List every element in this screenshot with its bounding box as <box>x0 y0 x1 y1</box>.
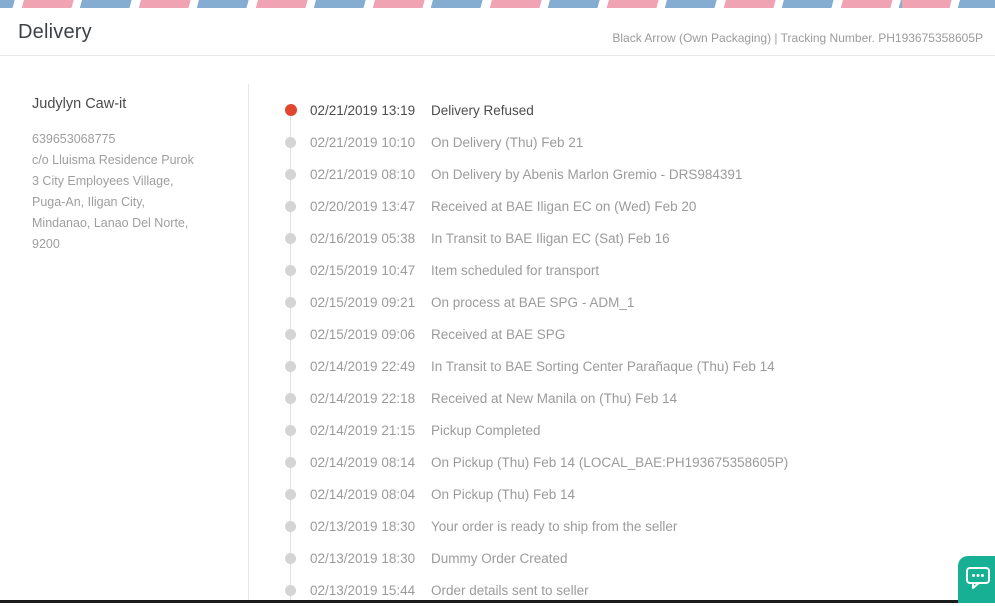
event-datetime: 02/20/2019 13:47 <box>310 198 416 214</box>
event-datetime: 02/15/2019 09:21 <box>310 294 416 310</box>
event-datetime: 02/14/2019 21:15 <box>310 422 416 438</box>
timeline-dot-icon <box>285 136 296 148</box>
timeline-row: 02/20/2019 13:47 Received at BAE Iligan … <box>285 190 788 222</box>
timeline-row: 02/13/2019 18:30 Dummy Order Created <box>285 542 788 574</box>
timeline-dot-icon <box>285 232 296 244</box>
event-description: In Transit to BAE Iligan EC (Sat) Feb 16 <box>431 230 670 246</box>
timeline-dot-icon <box>285 328 296 340</box>
timeline-row: 02/15/2019 10:47 Item scheduled for tran… <box>285 254 788 286</box>
event-datetime: 02/14/2019 22:49 <box>310 358 416 374</box>
address-line: Mindanao, Lanao Del Norte, <box>32 216 189 230</box>
event-description: Delivery Refused <box>431 102 534 118</box>
address-line: 3 City Employees Village, <box>32 174 174 188</box>
event-description: On Pickup (Thu) Feb 14 (LOCAL_BAE:PH1936… <box>431 454 789 470</box>
courier-tracking-info: Black Arrow (Own Packaging) | Tracking N… <box>612 31 983 45</box>
event-datetime: 02/15/2019 09:06 <box>310 326 416 342</box>
timeline-dot-icon <box>285 104 297 116</box>
event-description: Your order is ready to ship from the sel… <box>431 518 678 534</box>
address-line: 9200 <box>32 237 60 251</box>
event-description: Received at BAE Iligan EC on (Wed) Feb 2… <box>431 198 697 214</box>
recipient-name: Judylyn Caw-it <box>32 96 127 112</box>
panel-divider <box>248 84 249 603</box>
event-description: Dummy Order Created <box>431 550 568 566</box>
event-description: Order details sent to seller <box>431 582 589 598</box>
event-datetime: 02/14/2019 22:18 <box>310 390 416 406</box>
event-datetime: 02/21/2019 10:10 <box>310 134 416 150</box>
bottom-edge-line <box>0 600 995 603</box>
event-datetime: 02/13/2019 15:44 <box>310 582 416 598</box>
event-description: Item scheduled for transport <box>431 262 600 278</box>
timeline-connector-line <box>290 110 291 603</box>
timeline-dot-icon <box>285 520 296 532</box>
timeline-dot-icon <box>285 392 296 404</box>
event-description: In Transit to BAE Sorting Center Parañaq… <box>431 358 775 374</box>
timeline-dot-icon <box>285 296 296 308</box>
event-description: Received at BAE SPG <box>431 326 566 342</box>
timeline-dot-icon <box>285 264 296 276</box>
page-title: Delivery <box>18 21 92 43</box>
event-description: On Pickup (Thu) Feb 14 <box>431 486 576 502</box>
timeline-dot-icon <box>285 584 296 596</box>
timeline-row: 02/13/2019 18:30 Your order is ready to … <box>285 510 788 542</box>
timeline-row: 02/21/2019 13:19 Delivery Refused <box>285 94 788 126</box>
event-datetime: 02/21/2019 08:10 <box>310 166 416 182</box>
event-description: Received at New Manila on (Thu) Feb 14 <box>431 390 678 406</box>
event-datetime: 02/15/2019 10:47 <box>310 262 416 278</box>
timeline-row: 02/16/2019 05:38 In Transit to BAE Iliga… <box>285 222 788 254</box>
timeline-dot-icon <box>285 360 296 372</box>
timeline-row: 02/13/2019 15:44 Order details sent to s… <box>285 574 788 606</box>
timeline-row: 02/14/2019 08:14 On Pickup (Thu) Feb 14 … <box>285 446 788 478</box>
timeline-dot-icon <box>285 456 296 468</box>
timeline-row: 02/21/2019 10:10 On Delivery (Thu) Feb 2… <box>285 126 788 158</box>
event-description: On Delivery by Abenis Marlon Gremio - DR… <box>431 166 743 182</box>
timeline-dot-icon <box>285 488 296 500</box>
timeline-list: 02/21/2019 13:19 Delivery Refused 02/21/… <box>285 94 788 606</box>
timeline-dot-icon <box>285 200 296 212</box>
address-line: c/o Lluisma Residence Purok <box>32 153 194 167</box>
timeline-row: 02/14/2019 22:49 In Transit to BAE Sorti… <box>285 350 788 382</box>
timeline-row: 02/14/2019 21:15 Pickup Completed <box>285 414 788 446</box>
event-datetime: 02/14/2019 08:14 <box>310 454 416 470</box>
event-description: On Delivery (Thu) Feb 21 <box>431 134 584 150</box>
airmail-stripe-border <box>0 0 995 8</box>
timeline-dot-icon <box>285 424 296 436</box>
timeline-row: 02/15/2019 09:21 On process at BAE SPG -… <box>285 286 788 318</box>
chat-button[interactable] <box>958 556 995 603</box>
timeline-row: 02/14/2019 08:04 On Pickup (Thu) Feb 14 <box>285 478 788 510</box>
timeline-row: 02/14/2019 22:18 Received at New Manila … <box>285 382 788 414</box>
recipient-panel: Judylyn Caw-it 639653068775 c/o Lluisma R… <box>32 96 232 255</box>
address-block: 639653068775 c/o Lluisma Residence Purok 3… <box>32 129 232 255</box>
header-divider <box>0 55 995 56</box>
timeline-dot-icon <box>285 168 296 180</box>
address-line: Puga-An, Iligan City, <box>32 195 146 209</box>
event-description: Pickup Completed <box>431 422 541 438</box>
phone-number: 639653068775 <box>32 132 116 146</box>
chat-bubble-icon <box>965 565 991 596</box>
event-datetime: 02/14/2019 08:04 <box>310 486 416 502</box>
event-datetime: 02/21/2019 13:19 <box>310 102 416 118</box>
timeline-dot-icon <box>285 552 296 564</box>
event-datetime: 02/16/2019 05:38 <box>310 230 416 246</box>
timeline-row: 02/15/2019 09:06 Received at BAE SPG <box>285 318 788 350</box>
event-description: On process at BAE SPG - ADM_1 <box>431 294 635 310</box>
timeline-row: 02/21/2019 08:10 On Delivery by Abenis M… <box>285 158 788 190</box>
event-datetime: 02/13/2019 18:30 <box>310 518 416 534</box>
event-datetime: 02/13/2019 18:30 <box>310 550 416 566</box>
